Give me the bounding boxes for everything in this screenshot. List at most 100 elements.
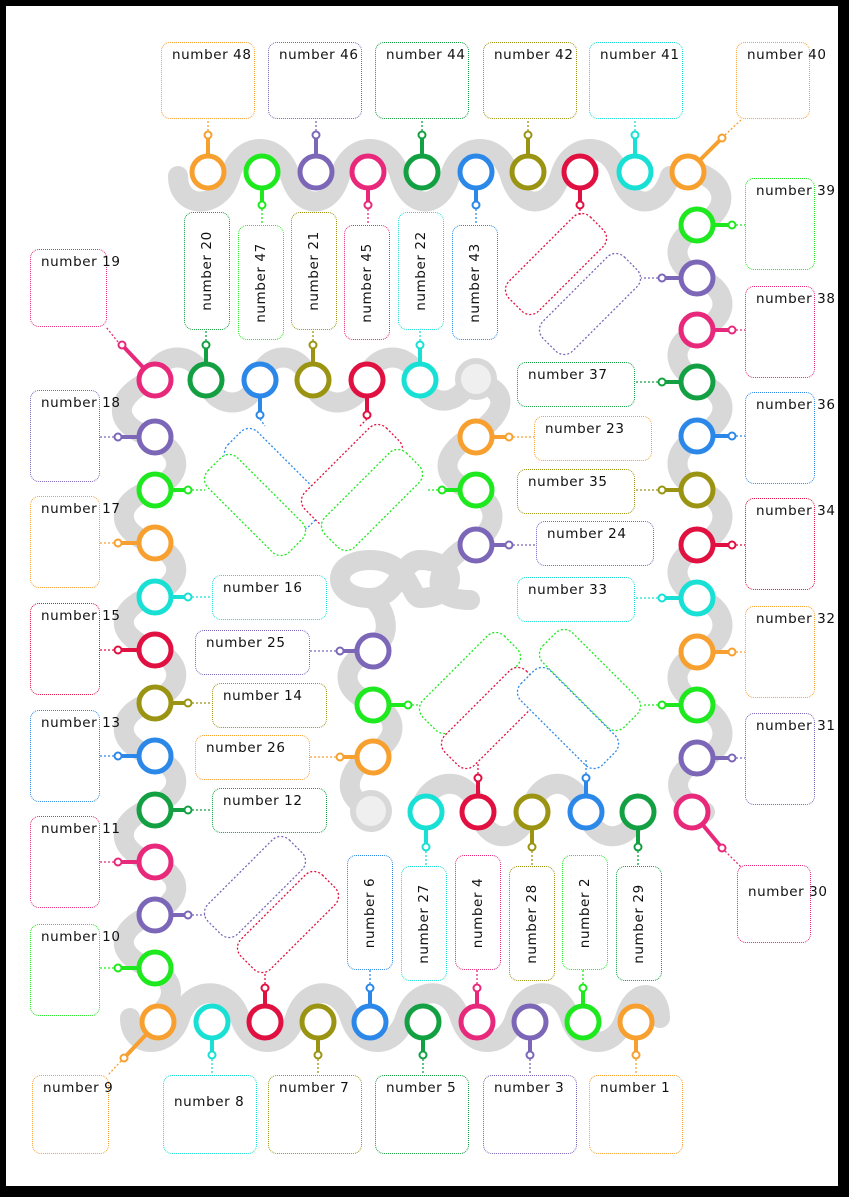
connector-dot bbox=[119, 1053, 129, 1063]
game-piece-purple bbox=[657, 259, 716, 297]
game-piece-cyan bbox=[193, 1003, 231, 1060]
label-box-26: number 26 bbox=[195, 735, 310, 780]
game-piece-blue bbox=[113, 737, 174, 775]
tilted-box bbox=[203, 453, 307, 557]
game-piece-dkgreen bbox=[619, 793, 657, 852]
connector-dot bbox=[657, 593, 667, 603]
connector-dot bbox=[504, 540, 514, 550]
label-text: number 26 bbox=[206, 740, 286, 756]
label-text: number 19 bbox=[41, 254, 121, 270]
label-box-47: number 47 bbox=[238, 225, 284, 340]
label-text: number 20 bbox=[199, 231, 215, 311]
piece-ring bbox=[354, 686, 392, 724]
label-box-14: number 14 bbox=[212, 683, 327, 728]
track-segment bbox=[168, 139, 680, 212]
piece-ring bbox=[678, 206, 716, 244]
label-text: number 32 bbox=[756, 611, 836, 627]
connector-dot bbox=[421, 842, 431, 852]
piece-ring bbox=[354, 738, 392, 776]
game-piece-green bbox=[564, 983, 602, 1041]
label-text: number 1 bbox=[600, 1080, 671, 1096]
label-text: number 10 bbox=[41, 929, 121, 945]
label-text: number 31 bbox=[756, 718, 836, 734]
game-piece-green bbox=[437, 471, 495, 509]
piece-ring bbox=[459, 793, 497, 831]
tilted-box bbox=[300, 423, 404, 527]
game-piece-orange bbox=[335, 738, 392, 776]
tilted-box bbox=[538, 628, 642, 732]
piece-ring bbox=[349, 153, 387, 191]
label-text: number 40 bbox=[747, 47, 827, 63]
game-piece-purple bbox=[335, 632, 392, 670]
piece-ring bbox=[136, 578, 174, 616]
connector-dot bbox=[260, 983, 270, 993]
label-box-12: number 12 bbox=[212, 788, 327, 833]
label-box-24: number 24 bbox=[536, 521, 654, 566]
piece-ring bbox=[678, 739, 716, 777]
connector-dot bbox=[183, 805, 193, 815]
piece-ring bbox=[673, 793, 711, 831]
board-graphics bbox=[100, 118, 745, 1076]
piece-ring bbox=[678, 311, 716, 349]
game-piece-orange bbox=[119, 1003, 177, 1063]
game-piece-purple bbox=[136, 896, 193, 934]
game-piece-orange bbox=[617, 1003, 655, 1060]
game-piece-green bbox=[243, 153, 281, 210]
label-box-6: number 6 bbox=[347, 855, 393, 970]
connector-dot bbox=[207, 1050, 217, 1060]
piece-ring bbox=[457, 153, 495, 191]
connector-dot bbox=[657, 377, 667, 387]
game-piece-orange bbox=[678, 633, 737, 671]
label-box-45: number 45 bbox=[344, 225, 390, 340]
game-piece-blue bbox=[351, 983, 389, 1041]
label-text: number 33 bbox=[528, 582, 608, 598]
label-box-8: number 8 bbox=[163, 1075, 257, 1154]
game-piece-red bbox=[678, 526, 737, 564]
piece-ring bbox=[458, 1003, 496, 1041]
game-piece-blue bbox=[567, 773, 605, 831]
connector-dot bbox=[113, 645, 123, 655]
connector-dot bbox=[313, 1050, 323, 1060]
tilted-box bbox=[236, 870, 340, 974]
game-piece-cyan bbox=[616, 130, 654, 191]
connector-dot bbox=[727, 220, 737, 230]
piece-connector bbox=[696, 136, 724, 164]
connector-dot bbox=[363, 200, 373, 210]
label-box-37: number 37 bbox=[517, 362, 635, 407]
label-box-29: number 29 bbox=[616, 866, 662, 981]
piece-ring bbox=[678, 686, 716, 724]
leader-line bbox=[724, 118, 743, 136]
piece-ring bbox=[136, 791, 174, 829]
track-end-cap bbox=[455, 358, 497, 400]
label-text: number 2 bbox=[577, 877, 593, 948]
game-piece-purple bbox=[457, 526, 514, 564]
label-text: number 3 bbox=[494, 1080, 565, 1096]
connector-dot bbox=[504, 432, 514, 442]
label-box-1: number 1 bbox=[589, 1075, 683, 1154]
piece-ring bbox=[404, 1003, 442, 1041]
label-box-13: number 13 bbox=[30, 710, 120, 802]
label-text: number 15 bbox=[41, 608, 121, 624]
connector-dot bbox=[418, 1050, 428, 1060]
label-text: number 5 bbox=[386, 1080, 457, 1096]
game-piece-dkgreen bbox=[403, 130, 441, 191]
connector-dot bbox=[311, 130, 321, 140]
game-piece-olive bbox=[299, 1003, 337, 1060]
label-text: number 38 bbox=[756, 291, 836, 307]
game-piece-purple bbox=[678, 739, 737, 777]
game-piece-dkgreen bbox=[136, 791, 193, 829]
game-piece-cyan bbox=[136, 578, 193, 616]
label-box-11: number 11 bbox=[30, 816, 120, 908]
game-piece-orange bbox=[457, 418, 514, 456]
connector-dot bbox=[471, 200, 481, 210]
label-box-25: number 25 bbox=[195, 630, 310, 675]
label-box-36: number 36 bbox=[745, 392, 835, 484]
piece-ring bbox=[457, 471, 495, 509]
connector-dot bbox=[255, 410, 265, 420]
piece-ring bbox=[407, 793, 445, 831]
label-text: number 7 bbox=[279, 1080, 350, 1096]
label-text: number 18 bbox=[41, 395, 121, 411]
game-piece-orange bbox=[669, 133, 727, 191]
label-text: number 30 bbox=[748, 884, 828, 900]
game-piece-green bbox=[678, 206, 737, 244]
